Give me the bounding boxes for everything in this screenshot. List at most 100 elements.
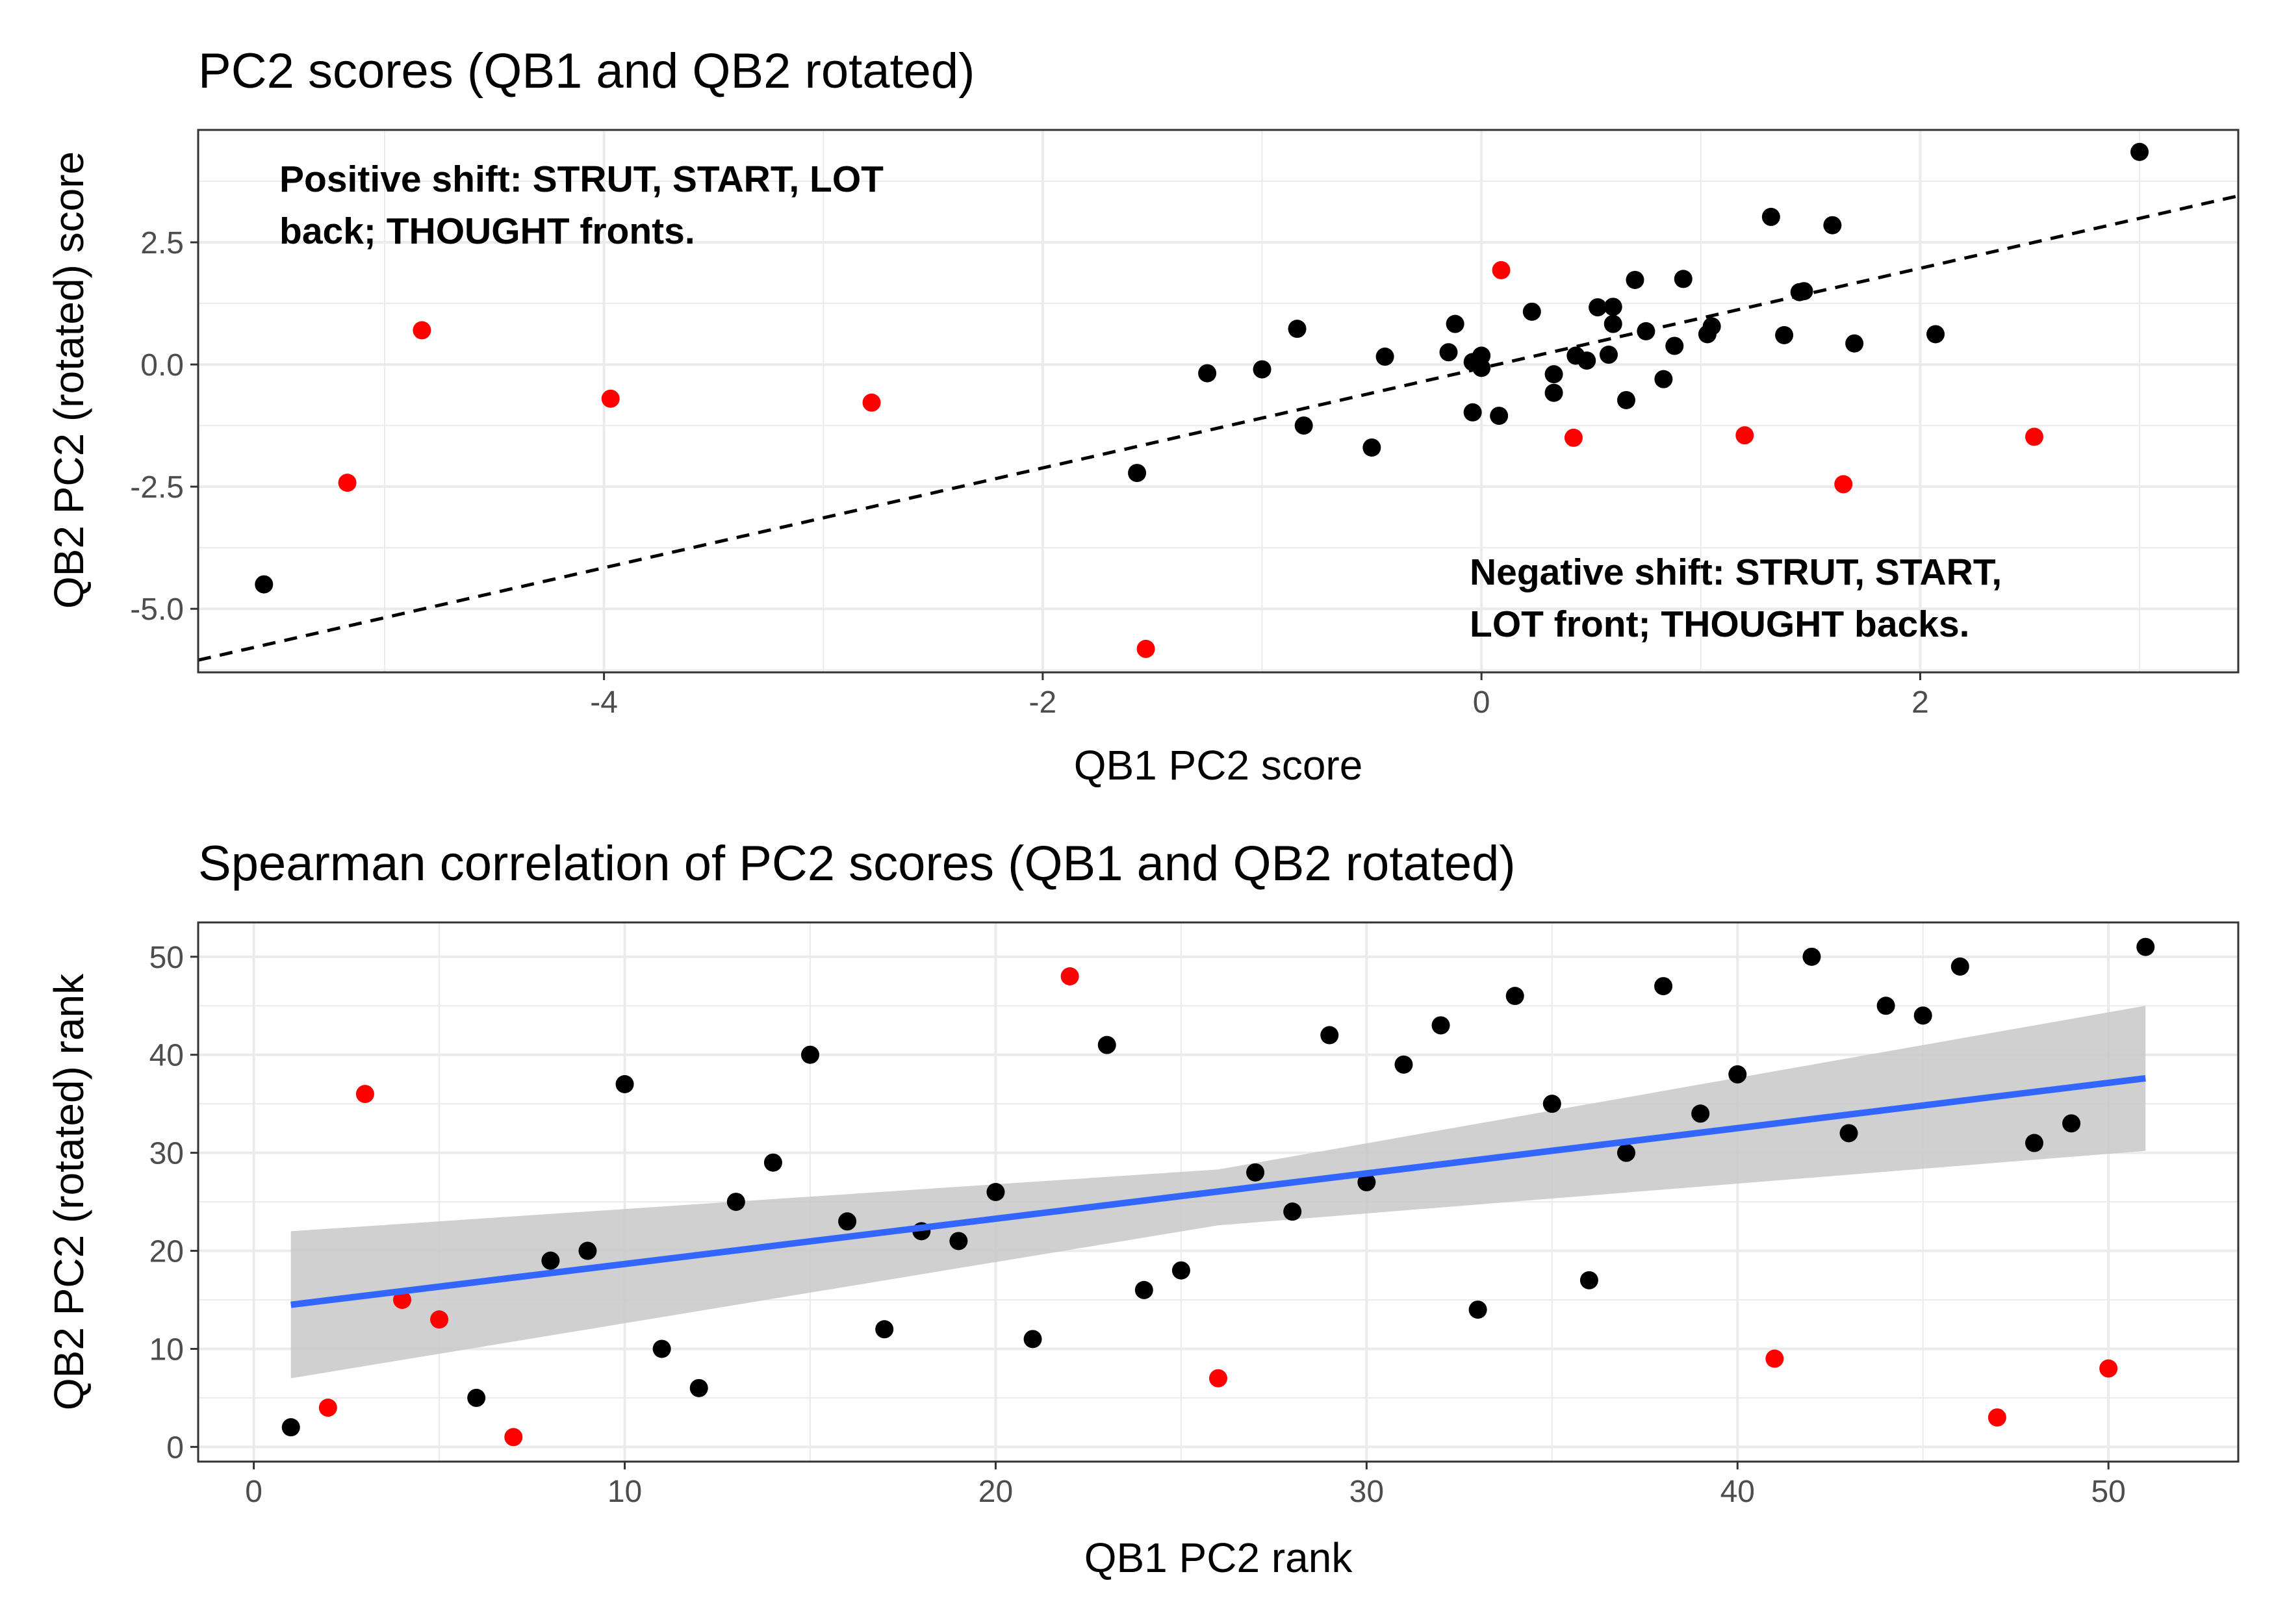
data-point xyxy=(1097,1035,1116,1054)
y-tick-label: 10 xyxy=(149,1332,184,1367)
data-point xyxy=(2130,142,2149,161)
data-point xyxy=(1357,1173,1376,1191)
fit-line xyxy=(290,1074,2146,1308)
data-point xyxy=(1023,1330,1042,1349)
data-point-highlighted xyxy=(393,1291,411,1309)
data-point-highlighted xyxy=(338,474,357,492)
data-point xyxy=(1439,343,1458,362)
data-point xyxy=(2062,1114,2081,1133)
data-point xyxy=(1362,438,1381,457)
x-tick-label: 20 xyxy=(978,1475,1013,1509)
data-point xyxy=(1375,348,1394,366)
data-point xyxy=(1926,325,1945,344)
panel-grid xyxy=(198,130,2238,672)
data-point-highlighted xyxy=(2099,1359,2118,1378)
data-point xyxy=(1691,1104,1710,1123)
x-tick-label: 30 xyxy=(1349,1475,1384,1509)
x-tick-label: 10 xyxy=(607,1475,642,1509)
annotation-negative-line-2: LOT front; THOUGHT backs. xyxy=(1470,603,1970,645)
y-tick-label: 0.0 xyxy=(140,348,184,383)
data-point-highlighted xyxy=(355,1085,374,1104)
panel-background xyxy=(198,130,2238,672)
data-point xyxy=(1654,370,1673,388)
data-point xyxy=(689,1378,708,1397)
data-point xyxy=(1542,1095,1561,1113)
y-axis-label: QB2 PC2 (rotated) score xyxy=(45,151,92,609)
annotations: Positive shift: STRUT, START, LOT back; … xyxy=(279,159,2002,645)
annotation-positive-line-2: back; THOUGHT fronts. xyxy=(279,210,695,252)
x-axis-label: QB1 PC2 score xyxy=(1074,742,1363,789)
data-point-highlighted xyxy=(1834,475,1853,494)
data-point xyxy=(1665,336,1684,355)
score-scatter-chart: PC2 scores (QB1 and QB2 rotated) QB1 PC2… xyxy=(45,44,2240,789)
data-point-highlighted xyxy=(1987,1408,2006,1427)
data-point xyxy=(1522,302,1541,321)
y-tick-label: 20 xyxy=(149,1235,184,1269)
data-point-highlighted xyxy=(2025,427,2043,446)
x-tick-label: 50 xyxy=(2091,1475,2125,1509)
data-point xyxy=(1950,957,1969,976)
axis-ticks: -4 -2 0 2 -5.0 -2.5 0.0 2.5 xyxy=(130,226,1929,720)
data-point xyxy=(1472,359,1491,377)
axis-ticks: 0 10 20 30 40 50 0 10 20 30 40 50 xyxy=(149,941,2126,1509)
annotation-positive-line-1: Positive shift: STRUT, START, LOT xyxy=(279,159,884,200)
data-point xyxy=(578,1241,597,1260)
data-point xyxy=(1468,1300,1487,1319)
data-point xyxy=(2136,937,2155,956)
x-tick-label: 40 xyxy=(1720,1475,1755,1509)
data-point xyxy=(1589,298,1607,317)
panel-border xyxy=(197,921,2240,1463)
y-tick-label: 2.5 xyxy=(140,226,184,260)
data-point xyxy=(763,1153,782,1172)
x-tick-label: -2 xyxy=(1029,685,1057,720)
x-tick-label: -4 xyxy=(590,685,618,720)
reference-line xyxy=(198,194,2239,662)
x-tick-label: 2 xyxy=(1911,685,1929,720)
data-point xyxy=(1544,365,1563,384)
x-tick-label: 0 xyxy=(1473,685,1490,720)
data-point-highlighted xyxy=(318,1399,337,1417)
data-point xyxy=(1171,1261,1190,1280)
x-tick-label: 0 xyxy=(245,1475,262,1509)
data-point xyxy=(1394,1055,1413,1074)
data-point-highlighted xyxy=(1492,260,1511,279)
panel-border xyxy=(197,129,2240,674)
data-point xyxy=(875,1320,894,1339)
y-tick-label: 0 xyxy=(166,1430,184,1465)
data-point xyxy=(986,1183,1005,1201)
data-point xyxy=(1845,334,1864,353)
data-point xyxy=(1617,390,1635,409)
data-point xyxy=(1823,216,1842,235)
chart-title: Spearman correlation of PC2 scores (QB1 … xyxy=(198,836,1516,891)
data-point xyxy=(1246,1163,1265,1182)
data-point xyxy=(1431,1016,1450,1035)
data-point xyxy=(1839,1124,1858,1143)
data-point xyxy=(1463,403,1482,422)
data-point xyxy=(652,1339,671,1358)
data-point xyxy=(1702,317,1721,336)
plot-marks xyxy=(198,142,2239,662)
data-point xyxy=(1320,1026,1339,1045)
data-point-highlighted xyxy=(430,1310,449,1329)
data-point xyxy=(1599,346,1618,364)
data-point xyxy=(1913,1006,1932,1025)
data-point xyxy=(281,1418,300,1437)
data-point xyxy=(1198,364,1217,383)
data-point xyxy=(949,1232,968,1250)
data-point-highlighted xyxy=(862,393,881,412)
data-point xyxy=(1603,298,1622,316)
data-point-highlighted xyxy=(1735,426,1754,445)
plot-marks xyxy=(281,937,2155,1447)
data-point xyxy=(1761,207,1780,226)
data-point-highlighted xyxy=(1564,428,1583,447)
data-point xyxy=(1579,1271,1598,1289)
data-point xyxy=(1446,314,1464,333)
data-point xyxy=(1876,996,1895,1015)
y-axis-label: QB2 PC2 (rotated) rank xyxy=(45,973,92,1410)
data-point-highlighted xyxy=(1765,1349,1784,1368)
data-point xyxy=(1578,351,1596,370)
data-point xyxy=(1283,1202,1302,1221)
chart-title: PC2 scores (QB1 and QB2 rotated) xyxy=(198,44,975,99)
data-point xyxy=(1637,322,1655,340)
